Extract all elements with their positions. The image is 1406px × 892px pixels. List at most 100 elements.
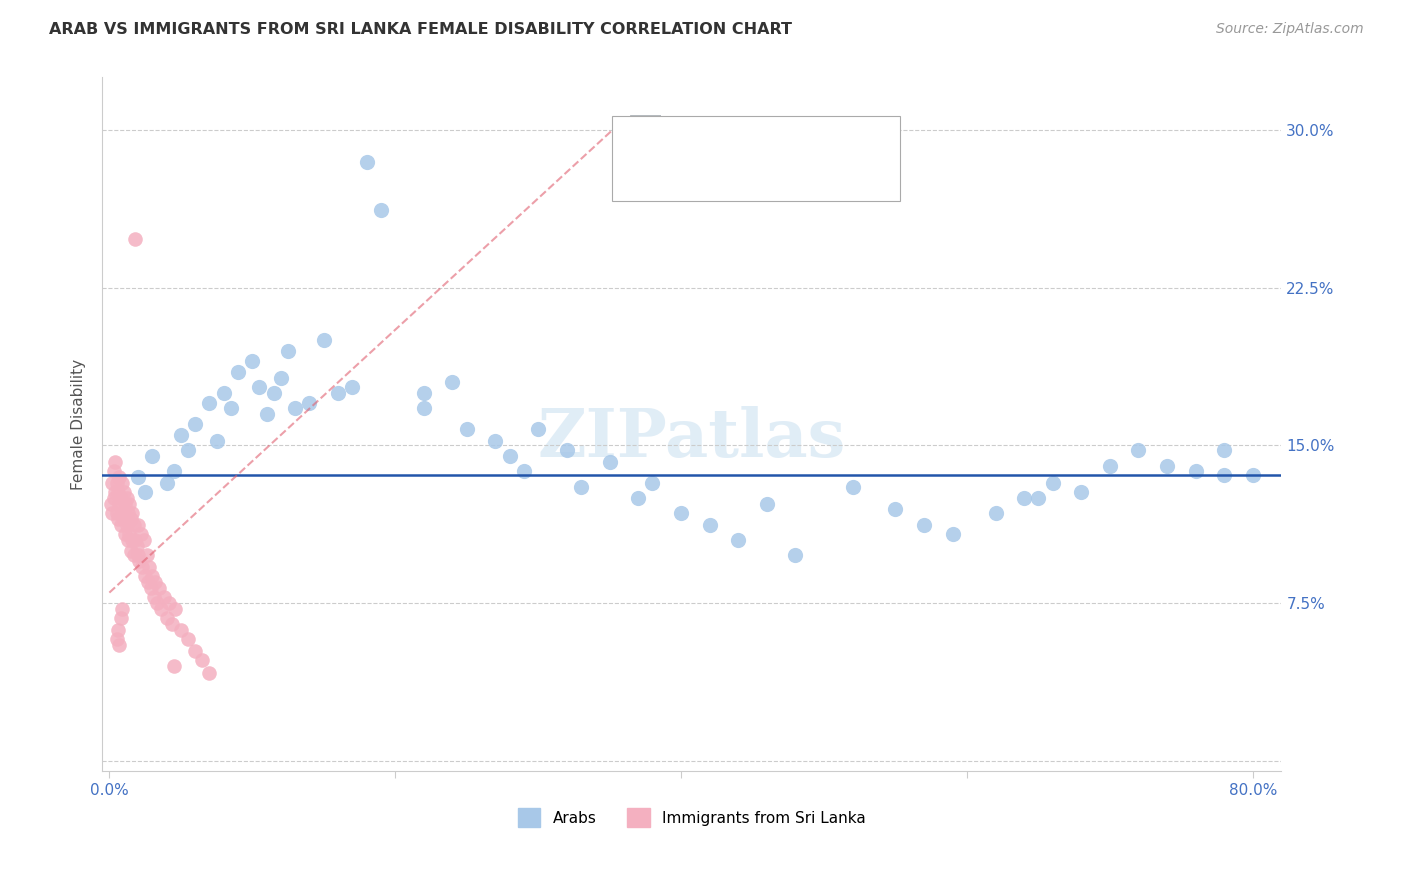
Point <box>1213 442 1236 457</box>
Point <box>641 476 664 491</box>
Point <box>108 638 131 652</box>
Point <box>122 518 145 533</box>
Point <box>184 644 207 658</box>
Point <box>105 476 128 491</box>
Point <box>226 365 249 379</box>
Point <box>157 596 180 610</box>
Point <box>841 481 863 495</box>
Point <box>132 533 155 547</box>
Point <box>513 464 536 478</box>
Point <box>149 602 172 616</box>
Point <box>135 548 157 562</box>
Point <box>198 665 221 680</box>
Point <box>155 611 177 625</box>
Point <box>370 202 392 217</box>
Point <box>115 491 138 505</box>
Point <box>125 540 148 554</box>
Point <box>177 632 200 646</box>
Point <box>1012 491 1035 505</box>
Point <box>277 343 299 358</box>
Text: Source: ZipAtlas.com: Source: ZipAtlas.com <box>1216 22 1364 37</box>
Point <box>205 434 228 449</box>
Point <box>669 506 692 520</box>
Point <box>105 506 128 520</box>
Point <box>118 526 141 541</box>
Point <box>1128 442 1150 457</box>
Point <box>105 632 128 646</box>
Point <box>152 590 174 604</box>
Point <box>120 512 142 526</box>
Point <box>527 421 550 435</box>
Point <box>122 548 145 562</box>
Point <box>108 470 131 484</box>
Y-axis label: Female Disability: Female Disability <box>72 359 86 490</box>
Point <box>312 333 335 347</box>
Point <box>699 518 721 533</box>
Point <box>256 407 278 421</box>
Point <box>569 481 592 495</box>
Point <box>326 385 349 400</box>
Point <box>127 518 149 533</box>
Point <box>112 512 135 526</box>
Point <box>107 484 129 499</box>
Legend: Arabs, Immigrants from Sri Lanka: Arabs, Immigrants from Sri Lanka <box>512 802 872 833</box>
Point <box>131 560 153 574</box>
Point <box>104 484 127 499</box>
Point <box>103 491 125 505</box>
Point <box>111 506 134 520</box>
Point <box>117 506 139 520</box>
Text: ARAB VS IMMIGRANTS FROM SRI LANKA FEMALE DISABILITY CORRELATION CHART: ARAB VS IMMIGRANTS FROM SRI LANKA FEMALE… <box>49 22 792 37</box>
Point <box>139 582 162 596</box>
Text: ZIPatlas: ZIPatlas <box>537 406 846 471</box>
Point <box>110 518 132 533</box>
Point <box>177 442 200 457</box>
Point <box>1042 476 1064 491</box>
Point <box>155 476 177 491</box>
Point <box>356 154 378 169</box>
Point <box>108 497 131 511</box>
Point <box>145 596 167 610</box>
Point <box>136 575 159 590</box>
Point <box>1241 467 1264 482</box>
Point <box>785 548 807 562</box>
Text: R = -0.003  N = 60: R = -0.003 N = 60 <box>668 121 841 136</box>
Point <box>456 421 478 435</box>
Point <box>117 533 139 547</box>
Point <box>127 548 149 562</box>
Point <box>599 455 621 469</box>
Point <box>129 526 152 541</box>
Point <box>165 602 187 616</box>
Point <box>142 590 165 604</box>
Point <box>115 518 138 533</box>
Point <box>103 464 125 478</box>
Point <box>120 543 142 558</box>
Point <box>112 484 135 499</box>
Point <box>1028 491 1050 505</box>
Point <box>107 512 129 526</box>
Point <box>170 624 193 638</box>
Point <box>1070 484 1092 499</box>
Point <box>163 659 186 673</box>
Point <box>134 569 156 583</box>
Point <box>484 434 506 449</box>
Point <box>219 401 242 415</box>
Point <box>107 624 129 638</box>
Point <box>114 497 136 511</box>
Point <box>263 385 285 400</box>
Point <box>240 354 263 368</box>
Point <box>342 379 364 393</box>
Point <box>284 401 307 415</box>
Point <box>498 449 520 463</box>
Point <box>143 575 166 590</box>
Point <box>984 506 1007 520</box>
Point <box>110 611 132 625</box>
Point <box>212 385 235 400</box>
Point <box>104 455 127 469</box>
Point <box>118 497 141 511</box>
Point <box>163 464 186 478</box>
Point <box>101 506 124 520</box>
Point <box>412 401 434 415</box>
Point <box>198 396 221 410</box>
Point <box>755 497 778 511</box>
Point <box>127 470 149 484</box>
